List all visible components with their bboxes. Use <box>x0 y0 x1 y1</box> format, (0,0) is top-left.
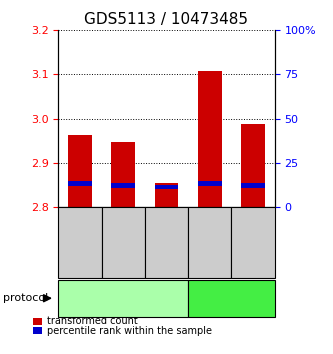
Bar <box>241 124 265 207</box>
Text: GSM999832: GSM999832 <box>119 215 128 270</box>
Text: GSM999835: GSM999835 <box>248 215 258 270</box>
Bar <box>241 183 265 188</box>
Bar <box>155 183 178 207</box>
Text: control: control <box>212 293 251 303</box>
Bar <box>198 182 222 186</box>
Text: Grainyhead-like 2 depletion: Grainyhead-like 2 depletion <box>65 294 181 303</box>
Text: protocol: protocol <box>3 293 49 303</box>
Text: GDS5113 / 10473485: GDS5113 / 10473485 <box>85 12 248 27</box>
Text: transformed count: transformed count <box>47 316 138 326</box>
Text: GSM999831: GSM999831 <box>75 215 85 270</box>
Bar <box>111 142 135 207</box>
Bar <box>68 136 92 207</box>
Text: GSM999834: GSM999834 <box>205 215 214 270</box>
Bar <box>198 71 222 207</box>
Text: percentile rank within the sample: percentile rank within the sample <box>47 326 211 336</box>
Bar <box>155 184 178 189</box>
Text: GSM999833: GSM999833 <box>162 215 171 270</box>
Bar <box>68 182 92 186</box>
Bar <box>111 183 135 188</box>
